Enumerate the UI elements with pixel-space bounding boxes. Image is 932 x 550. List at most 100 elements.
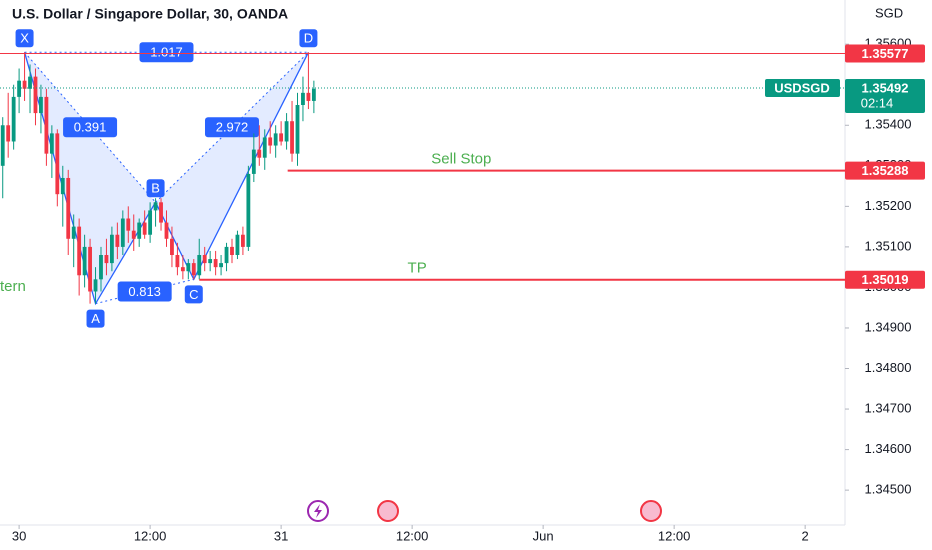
candle-body: [164, 222, 169, 239]
x-tick-label: 30: [12, 528, 26, 543]
candle-body: [28, 76, 32, 89]
level-name: TP: [408, 260, 427, 277]
candle-body: [153, 202, 158, 211]
candle-body: [6, 125, 11, 142]
candle-body: [49, 133, 54, 154]
ratio-label: 2.972: [216, 120, 249, 135]
x-tick-label: 12:00: [396, 528, 429, 543]
candle-body: [159, 202, 163, 223]
y-tick-label: 1.35200: [865, 198, 912, 213]
candle-body: [22, 80, 27, 89]
candle-body: [170, 238, 174, 255]
x-tick-label: 12:00: [134, 528, 167, 543]
candle-body: [219, 263, 223, 268]
pattern-point-label: B: [151, 181, 160, 196]
annotation: tern: [0, 278, 26, 295]
candle-body: [0, 125, 5, 166]
candle-body: [213, 259, 218, 268]
ratio-label: 1.017: [150, 45, 183, 60]
last-price-tag: [845, 78, 925, 113]
candle-body: [71, 226, 76, 239]
candle-body: [17, 80, 22, 97]
candle-body: [104, 255, 109, 264]
candle-body: [230, 246, 234, 255]
symbol-tag: [765, 78, 840, 97]
event-icon: [314, 504, 322, 518]
currency: SGD: [875, 5, 903, 20]
y-tick-label: 1.34900: [865, 319, 912, 334]
candle-body: [99, 255, 103, 280]
candle-body: [66, 177, 71, 239]
candle-body: [202, 255, 207, 264]
candle-body: [295, 105, 300, 154]
y-tick-label: 1.34500: [865, 482, 912, 497]
level-tag-label: 1.35577: [862, 46, 909, 61]
candle-body: [137, 222, 142, 239]
candle-body: [115, 234, 120, 247]
pattern-point-tag: [146, 179, 165, 198]
last-price-label: 1.35492: [862, 80, 909, 95]
pattern-point-tag: [299, 29, 318, 48]
y-tick-label: 1.34800: [865, 360, 912, 375]
candle-body: [148, 210, 153, 235]
candle-body: [224, 246, 229, 264]
candle-body: [197, 255, 202, 276]
x-tick-label: Jun: [533, 528, 554, 543]
candle-body: [186, 263, 191, 272]
ratio-label: 0.813: [128, 284, 161, 299]
candle-body: [39, 96, 43, 114]
y-tick-label: 1.34600: [865, 441, 912, 456]
ratio-tag: [117, 281, 172, 302]
level-tag: [845, 44, 925, 63]
ratio-label: 0.391: [74, 120, 107, 135]
level-tag-label: 1.35288: [862, 163, 909, 178]
event-icon: [377, 500, 399, 522]
candle-body: [290, 121, 294, 154]
level-tag: [845, 161, 925, 180]
candle-body: [44, 96, 49, 154]
y-tick-label: 1.35100: [865, 238, 912, 253]
ratio-tag: [63, 117, 118, 138]
x-tick-label: 2: [802, 528, 809, 543]
x-tick-label: 12:00: [658, 528, 691, 543]
symbol-label: USDSGD: [774, 80, 830, 95]
candle-body: [77, 226, 82, 276]
candle-body: [191, 263, 196, 276]
candle-body: [142, 222, 147, 235]
candle-body: [88, 246, 92, 292]
candle-body: [55, 133, 60, 195]
ratio-tag: [139, 42, 194, 63]
candle-body: [279, 133, 284, 142]
candle-body: [284, 121, 289, 142]
candle-body: [109, 234, 114, 264]
y-tick-label: 1.35400: [865, 117, 912, 132]
candle-body: [131, 230, 136, 239]
candle-body: [82, 246, 87, 276]
candle-body: [60, 177, 65, 195]
pattern-point-tag: [86, 309, 105, 328]
candle-body: [251, 149, 256, 174]
pattern-point-label: D: [304, 31, 313, 46]
candle-body: [93, 279, 98, 292]
event-icons: [307, 500, 662, 522]
level-name: Sell Stop: [431, 151, 491, 168]
candle-body: [180, 267, 185, 272]
pattern-point-label: A: [91, 311, 100, 326]
countdown-label: 02:14: [861, 95, 894, 110]
candle-body: [246, 173, 251, 247]
candle-body: [306, 92, 311, 101]
candle-body: [175, 255, 180, 268]
candle-body: [240, 234, 245, 247]
chart-title: U.S. Dollar / Singapore Dollar, 30, OAND…: [12, 6, 288, 22]
x-tick-label: 31: [274, 528, 288, 543]
candle-body: [301, 92, 305, 105]
candle-body: [126, 218, 131, 231]
pattern-ratio-line: [24, 51, 156, 203]
candle-body: [120, 218, 125, 247]
candle-body: [33, 76, 38, 114]
pattern-point-label: X: [20, 31, 29, 46]
event-icon: [640, 500, 662, 522]
level-tag-label: 1.35019: [862, 272, 909, 287]
